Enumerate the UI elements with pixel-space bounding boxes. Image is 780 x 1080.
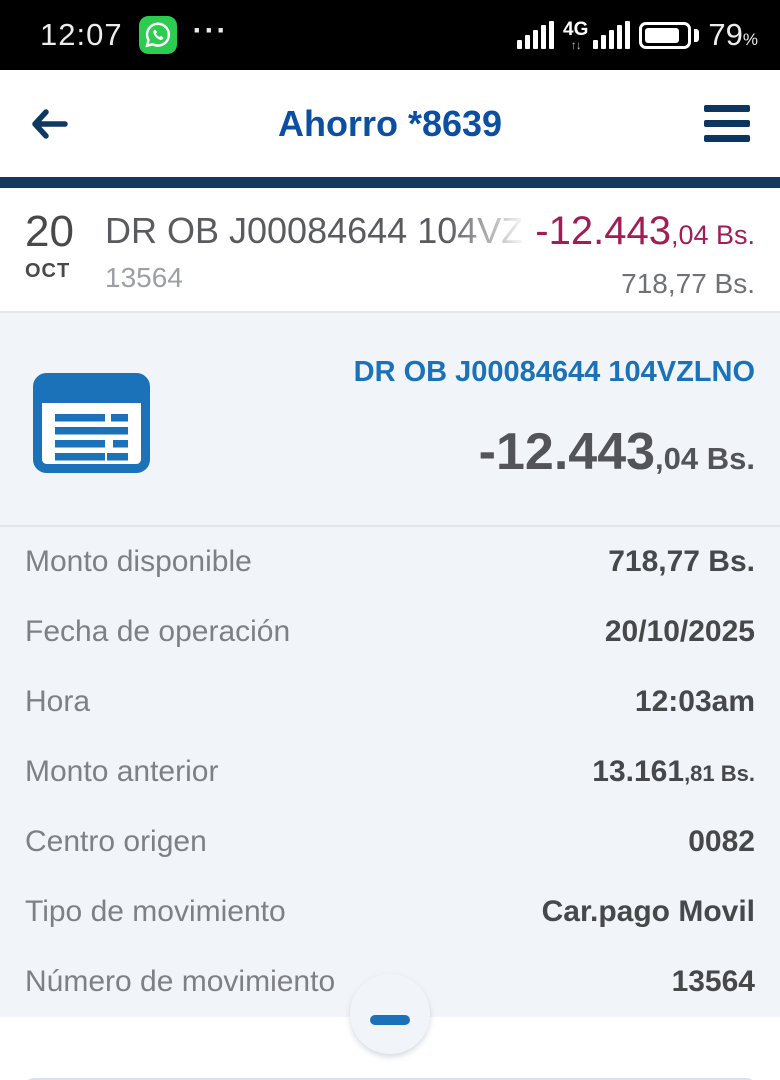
detail-label: Monto disponible xyxy=(25,545,252,578)
transaction-detail-card: DR OB J00084644 104VZLNO -12.443,04 Bs. … xyxy=(0,313,780,1054)
detail-row-hora: Hora 12:03am xyxy=(0,667,780,737)
app-header: Ahorro *8639 xyxy=(0,70,780,177)
statement-document-icon xyxy=(33,373,150,486)
transaction-list-item[interactable]: 20 OCT DR OB J00084644 104VZ 13564 -12.4… xyxy=(0,188,780,311)
detail-value: 13.161,81 Bs. xyxy=(592,755,755,788)
detail-row-fecha-operacion: Fecha de operación 20/10/2025 xyxy=(0,597,780,667)
status-time: 12:07 xyxy=(40,17,123,52)
detail-label: Fecha de operación xyxy=(25,615,291,648)
detail-divider xyxy=(0,525,780,527)
detail-title: DR OB J00084644 104VZLNO xyxy=(353,356,755,388)
detail-row-monto-disponible: Monto disponible 718,77 Bs. xyxy=(0,527,780,597)
battery-percent: 79% xyxy=(708,17,758,52)
battery-icon xyxy=(639,21,692,49)
signal-bars-icon-2 xyxy=(593,21,631,49)
transaction-month: OCT xyxy=(25,260,71,282)
detail-value: 0082 xyxy=(688,825,755,858)
collapse-handle-minus-icon[interactable] xyxy=(370,1015,410,1025)
back-button[interactable] xyxy=(28,107,80,141)
transaction-balance: 718,77 Bs. xyxy=(621,268,755,299)
detail-label: Hora xyxy=(25,685,91,718)
status-bar: 12:07 ··· 4G ↑↓ 79% xyxy=(0,0,780,70)
detail-row-tipo-movimiento: Tipo de movimiento Car.pago Movil xyxy=(0,877,780,947)
notification-overflow-dots: ··· xyxy=(192,14,229,47)
row-card-divider xyxy=(0,311,780,313)
detail-label: Centro origen xyxy=(25,825,207,858)
detail-rows: Monto disponible 718,77 Bs. Fecha de ope… xyxy=(0,527,780,1017)
detail-amount: -12.443,04 Bs. xyxy=(478,423,755,481)
detail-row-numero-movimiento: Número de movimiento 13564 xyxy=(0,947,780,1017)
back-arrow-icon xyxy=(28,107,70,141)
detail-value: 13564 xyxy=(671,965,755,998)
detail-row-centro-origen: Centro origen 0082 xyxy=(0,807,780,877)
detail-label: Tipo de movimiento xyxy=(25,895,286,928)
detail-row-monto-anterior: Monto anterior 13.161,81 Bs. xyxy=(0,737,780,807)
detail-value: 718,77 Bs. xyxy=(608,545,755,578)
transaction-date: 20 OCT xyxy=(25,210,89,311)
data-arrows-icon: ↑↓ xyxy=(570,37,582,52)
detail-value: 20/10/2025 xyxy=(604,615,755,648)
detail-value: Car.pago Movil xyxy=(541,895,755,928)
battery-nub xyxy=(694,28,700,42)
collapse-bulge xyxy=(350,974,430,1054)
page-title: Ahorro *8639 xyxy=(277,102,503,144)
transaction-description: DR OB J00084644 104VZ xyxy=(105,210,528,252)
detail-value: 12:03am xyxy=(634,685,755,718)
detail-label: Número de movimiento xyxy=(25,965,336,998)
menu-button[interactable] xyxy=(702,101,752,146)
transaction-movement-number: 13564 xyxy=(105,262,183,293)
hamburger-icon xyxy=(704,105,750,112)
network-type-indicator: 4G ↑↓ xyxy=(563,18,589,52)
transaction-day: 20 xyxy=(25,207,74,256)
header-divider-bar xyxy=(0,177,780,188)
signal-bars-icon-1 xyxy=(517,21,555,49)
transaction-amount: -12.443,04 Bs. xyxy=(535,209,755,253)
detail-label: Monto anterior xyxy=(25,755,219,788)
whatsapp-icon xyxy=(138,16,177,54)
